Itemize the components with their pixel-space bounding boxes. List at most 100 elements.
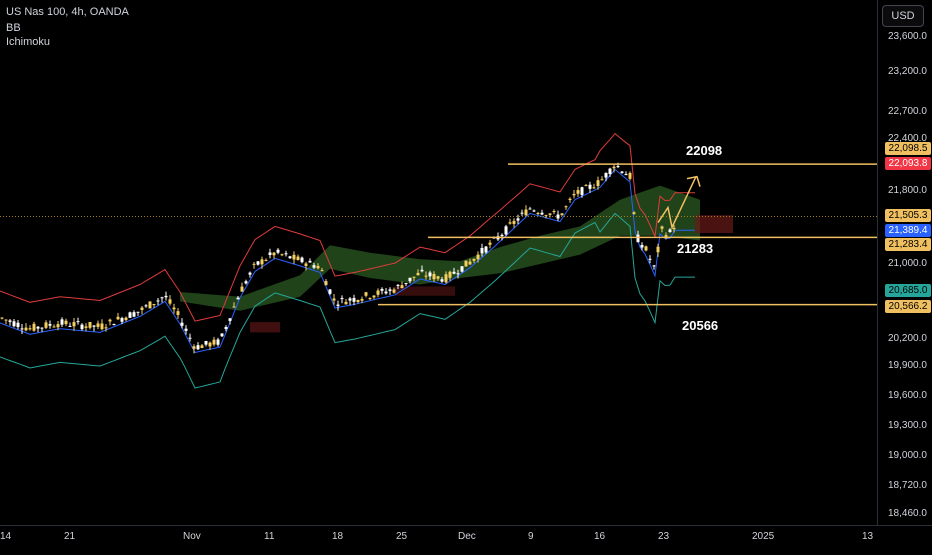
price-tag[interactable]: 21,505.3: [885, 209, 931, 222]
time-axis-tick: 9: [528, 531, 534, 542]
candle-body: [436, 276, 440, 279]
candle-body: [460, 266, 464, 272]
candle-body: [228, 318, 232, 321]
projection-path: [657, 176, 697, 230]
candle-body: [476, 254, 480, 260]
candle-body: [128, 312, 132, 318]
price-tag[interactable]: 20,685.0: [885, 284, 931, 297]
candle-body: [24, 327, 28, 331]
candle-body: [612, 166, 616, 169]
bb-upper-band: [0, 132, 695, 322]
candle-body: [180, 322, 184, 326]
candle-body: [616, 166, 620, 168]
candle-body: [248, 272, 252, 275]
candle-body: [332, 298, 336, 301]
candle-body: [0, 317, 4, 319]
candle-body: [256, 261, 260, 265]
candle-body: [568, 198, 572, 201]
candle-body: [464, 260, 468, 267]
price-axis-tick: 19,000.0: [888, 450, 927, 461]
candle-body: [216, 339, 220, 345]
candle-body: [100, 323, 104, 330]
candle-body: [176, 311, 180, 315]
price-tag[interactable]: 22,098.5: [885, 142, 931, 155]
candle-body: [532, 210, 536, 212]
candle-body: [560, 213, 564, 216]
candle-body: [304, 263, 308, 266]
candle-body: [316, 265, 320, 269]
candle-body: [380, 288, 384, 291]
candle-body: [468, 261, 472, 265]
candle-body: [552, 211, 556, 213]
time-axis[interactable]: [0, 525, 932, 551]
candle-body: [396, 284, 400, 286]
candle-body: [280, 254, 284, 256]
price-tag[interactable]: 21,389.4: [885, 224, 931, 237]
price-axis[interactable]: [877, 0, 932, 525]
currency-button[interactable]: USD: [882, 5, 924, 27]
candle-body: [488, 242, 492, 245]
candle-body: [224, 327, 228, 329]
candle-body: [656, 246, 660, 253]
candle-body: [264, 259, 268, 261]
candle-body: [472, 258, 476, 261]
candle-body: [240, 286, 244, 292]
candle-body: [624, 174, 628, 176]
candle-body: [120, 318, 124, 322]
time-axis-tick: 25: [396, 531, 408, 542]
price-axis-tick: 22,700.0: [888, 106, 927, 117]
symbol-title[interactable]: US Nas 100, 4h, OANDA: [6, 6, 129, 18]
price-axis-tick: 21,800.0: [888, 185, 927, 196]
candle-body: [136, 311, 140, 313]
price-tag[interactable]: 20,566.2: [885, 300, 931, 313]
candle-body: [208, 342, 212, 347]
candle-body: [28, 328, 32, 330]
candle-body: [556, 214, 560, 219]
candle-body: [408, 277, 412, 282]
price-axis-tick: 23,600.0: [888, 31, 927, 42]
candle-body: [60, 319, 64, 325]
candle-body: [336, 304, 340, 306]
candle-body: [32, 323, 36, 331]
candle-body: [604, 172, 608, 178]
candle-body: [508, 222, 512, 224]
candle-body: [444, 274, 448, 283]
candle-body: [628, 172, 632, 179]
candle-body: [328, 289, 332, 294]
candle-body: [548, 213, 552, 215]
candle-body: [640, 244, 644, 248]
candle-body: [116, 316, 120, 320]
indicator-ichimoku-label[interactable]: Ichimoku: [6, 36, 51, 48]
projection-arrow-icon: [686, 175, 701, 187]
candle-body: [312, 265, 316, 268]
price-tag[interactable]: 21,283.4: [885, 238, 931, 251]
candle-body: [160, 297, 164, 299]
candle-body: [512, 220, 516, 224]
time-axis-tick: 23: [658, 531, 670, 542]
candle-body: [528, 208, 532, 210]
candle-body: [540, 212, 544, 215]
candle-body: [484, 246, 488, 253]
candle-body: [596, 180, 600, 187]
candle-body: [432, 273, 436, 280]
time-axis-tick: 11: [264, 531, 275, 542]
indicator-bb-label[interactable]: BB: [6, 22, 21, 34]
candle-body: [516, 218, 520, 221]
candle-body: [660, 226, 664, 229]
candle-body: [200, 345, 204, 349]
candle-body: [576, 190, 580, 194]
price-axis-tick: 23,200.0: [888, 66, 927, 77]
candle-body: [584, 185, 588, 187]
candle-body: [608, 168, 612, 175]
price-tag[interactable]: 22,093.8: [885, 157, 931, 170]
candle-body: [124, 317, 128, 321]
candle-body: [344, 301, 348, 305]
candle-body: [92, 325, 96, 327]
candle-body: [456, 273, 460, 275]
candle-body: [376, 290, 380, 295]
candle-body: [360, 298, 364, 301]
candle-body: [388, 289, 392, 291]
candle-body: [268, 252, 272, 256]
